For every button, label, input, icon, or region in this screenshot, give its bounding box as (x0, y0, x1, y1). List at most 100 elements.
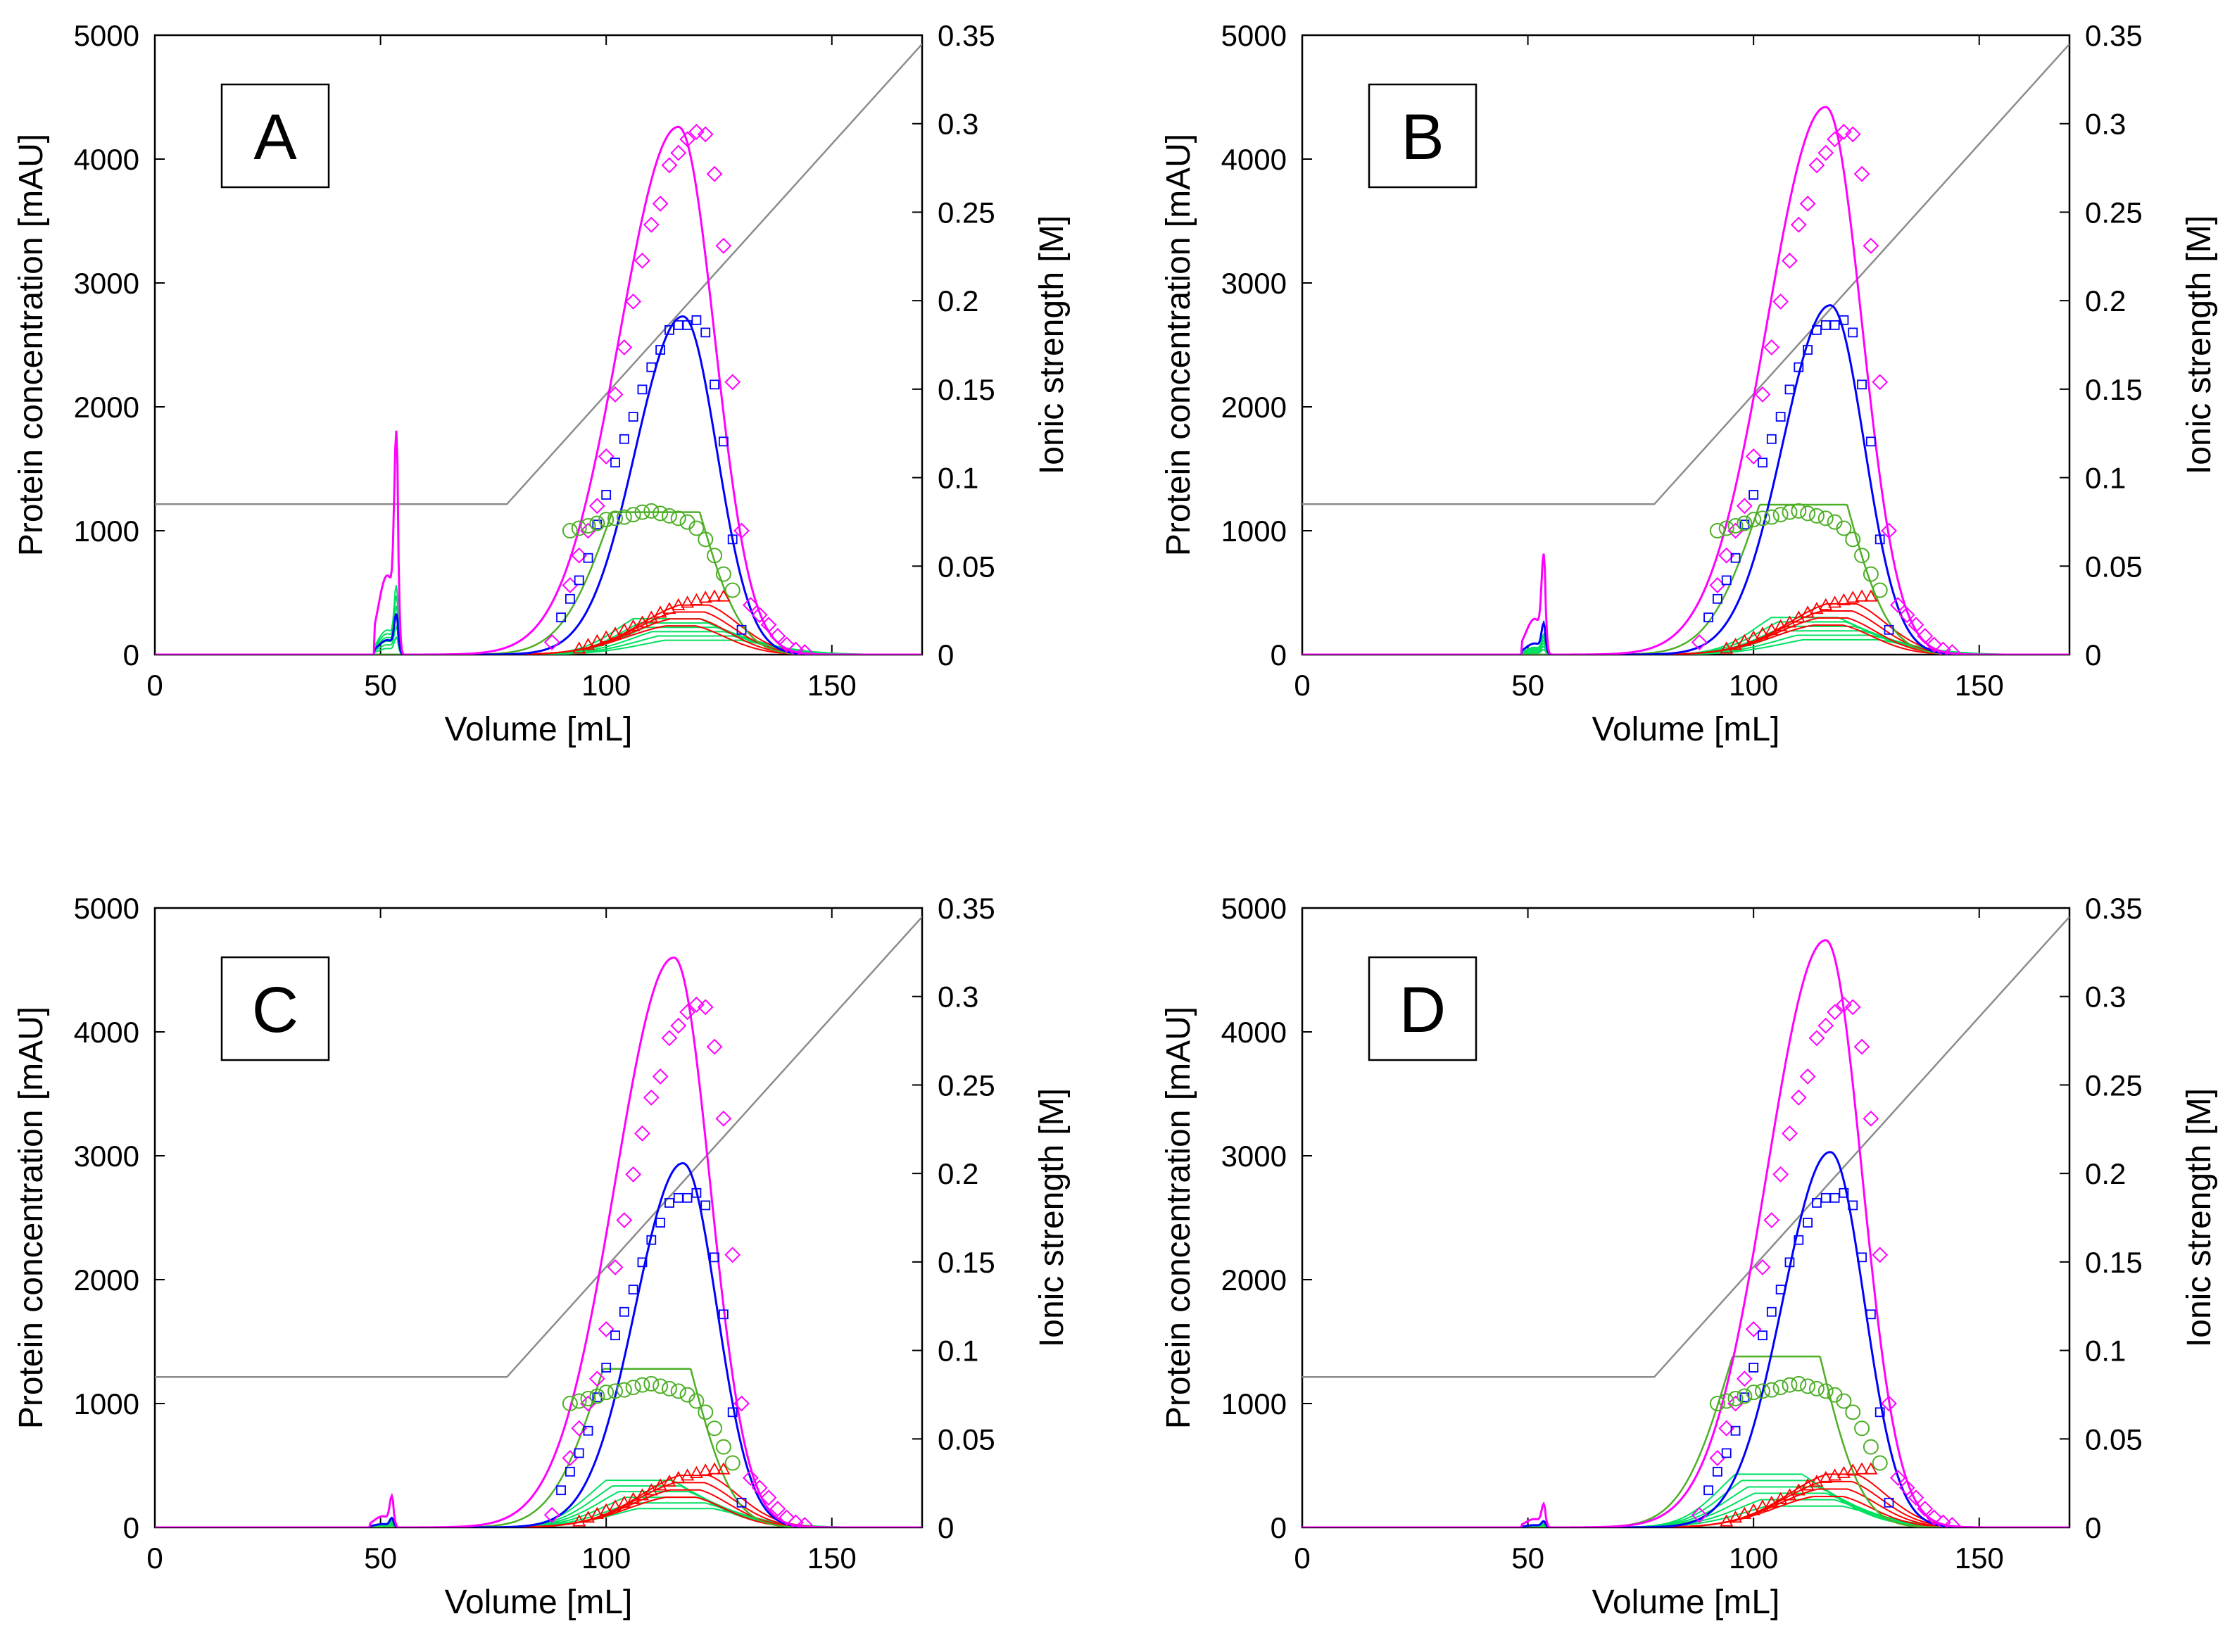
species-2-data-point (715, 1439, 731, 1455)
species-2-data-point (1755, 1383, 1770, 1399)
y-right-tick-label: 0.15 (2085, 373, 2143, 406)
species-3-data-point (608, 626, 622, 639)
species-3-data-point (1774, 619, 1788, 631)
species-1-data-point (610, 1330, 620, 1341)
ionic-strength-line (1302, 43, 2069, 505)
species-1-model-line (155, 1162, 922, 1527)
species-2-data-point (707, 548, 723, 564)
species-2-data-point (724, 1455, 741, 1471)
total-data-point (1799, 1068, 1816, 1085)
x-tick-label: 50 (364, 669, 397, 702)
species-2-data-point (571, 1393, 587, 1409)
species-1-data-point (1758, 1330, 1768, 1341)
chart-panel-c: 0 50 100 150 0 1000 2000 3000 4000 5000 0 0.05 0.1 0.… (13, 892, 1071, 1621)
species-2-data-point (1772, 507, 1789, 523)
species-2-model-line (1302, 503, 2069, 655)
total-data-point (760, 617, 777, 633)
species-2-model-line (1302, 1355, 2069, 1527)
species-2-data-point (1763, 1382, 1779, 1398)
species-3-data-point (608, 1499, 622, 1512)
y-right-tick-label: 0.25 (2085, 196, 2143, 229)
species-3-data-point (1765, 1495, 1779, 1508)
species-1-data-point (619, 1306, 629, 1317)
species-3-data-point (1864, 1462, 1878, 1475)
panel-label-box (1368, 956, 1477, 1061)
species-2-data-point (1718, 520, 1734, 536)
species-2-data-point (643, 503, 660, 519)
total-data-point (760, 1489, 777, 1506)
total-data-point (1943, 644, 1960, 655)
total-data-point (1898, 1480, 1915, 1496)
species-2-data-point (1782, 1377, 1798, 1393)
total-data-point (706, 1038, 723, 1055)
species-3-data-point (1765, 622, 1779, 636)
y-right-tick-label: 0.1 (938, 1335, 978, 1368)
total-data-point (598, 448, 615, 465)
y-right-tick-label: 0 (2085, 1511, 2101, 1544)
y-right-tick-label: 0.2 (938, 284, 978, 317)
x-tick-label: 150 (1955, 1541, 2004, 1575)
species-1-data-point (601, 490, 612, 500)
species-1-data-point (1874, 1407, 1885, 1418)
species-2-data-point (616, 1382, 632, 1398)
x-axis-title: Volume [mL] (445, 711, 633, 748)
y-tick-label: 1000 (1221, 1387, 1287, 1420)
species-1-data-point (1748, 1363, 1759, 1373)
total-model-line (1302, 106, 2069, 655)
x-tick-label: 50 (364, 1541, 397, 1575)
species-2-data-point (1737, 1388, 1753, 1404)
total-data-point (779, 636, 795, 653)
species-1-data-point (601, 1363, 612, 1373)
total-data-point (616, 1212, 633, 1228)
y-right-tick-label: 0.05 (938, 550, 995, 583)
y-right-tick-label: 0 (938, 638, 954, 671)
species-3-data-point (590, 633, 604, 646)
species-2-data-point (661, 1380, 677, 1396)
species-2-data-point (562, 1396, 578, 1411)
plot-frame (1301, 907, 2071, 1529)
species-2-data-point (598, 512, 615, 528)
y-right-axis-title: Ionic strength [M] (1033, 215, 1071, 474)
species-1-data-point (646, 1235, 657, 1245)
y-tick-label: 3000 (1221, 267, 1287, 300)
total-data-point (1763, 1212, 1780, 1228)
species-3-data-point (581, 638, 596, 650)
y-right-tick-label: 0.2 (2085, 1157, 2126, 1190)
species-1-data-point (1784, 1257, 1795, 1268)
species-3-data-point (672, 1470, 686, 1483)
species-1-data-point (1884, 1497, 1894, 1508)
species-3-data-point (1737, 633, 1751, 646)
total-data-point (634, 252, 650, 269)
species-1-data-point (664, 1197, 674, 1208)
species-1-data-point (583, 553, 593, 563)
species-1-data-point (1820, 320, 1831, 330)
total-data-point (679, 131, 696, 148)
species-1-data-point (637, 1257, 648, 1268)
species-3-data-point (581, 1511, 596, 1523)
species-2-data-point (1808, 1380, 1825, 1396)
species-1-data-point (655, 345, 666, 355)
y-right-tick-label: 0.2 (2085, 284, 2126, 317)
species-2-data-point (634, 504, 650, 520)
species-1-data-point (1848, 1200, 1858, 1211)
total-data-point (661, 1030, 678, 1047)
species-1-data-point (1794, 362, 1804, 372)
species-2-data-point (1800, 505, 1816, 522)
species-3-data-point (1720, 641, 1734, 654)
minor-species-model-line (1302, 1492, 2069, 1527)
y-right-tick-label: 0.3 (2085, 108, 2126, 141)
panel-label-box (1368, 83, 1477, 189)
total-data-point (1817, 144, 1834, 161)
y-axis-title: Protein concentration [mAU] (13, 134, 50, 556)
total-data-point (733, 1395, 750, 1412)
species-1-data-point (1857, 379, 1867, 390)
species-1-data-point (1712, 593, 1722, 604)
total-data-point (688, 123, 705, 140)
chart-panel-b: 0 50 100 150 0 1000 2000 3000 4000 5000 0 0.05 0.1 0.… (1160, 19, 2218, 748)
species-1-data-point (1794, 1235, 1804, 1245)
total-data-point (1881, 522, 1897, 539)
x-axis-title: Volume [mL] (445, 1584, 633, 1621)
total-data-point (715, 237, 732, 254)
total-data-point (1935, 641, 1951, 655)
species-3-data-point (1819, 598, 1833, 610)
